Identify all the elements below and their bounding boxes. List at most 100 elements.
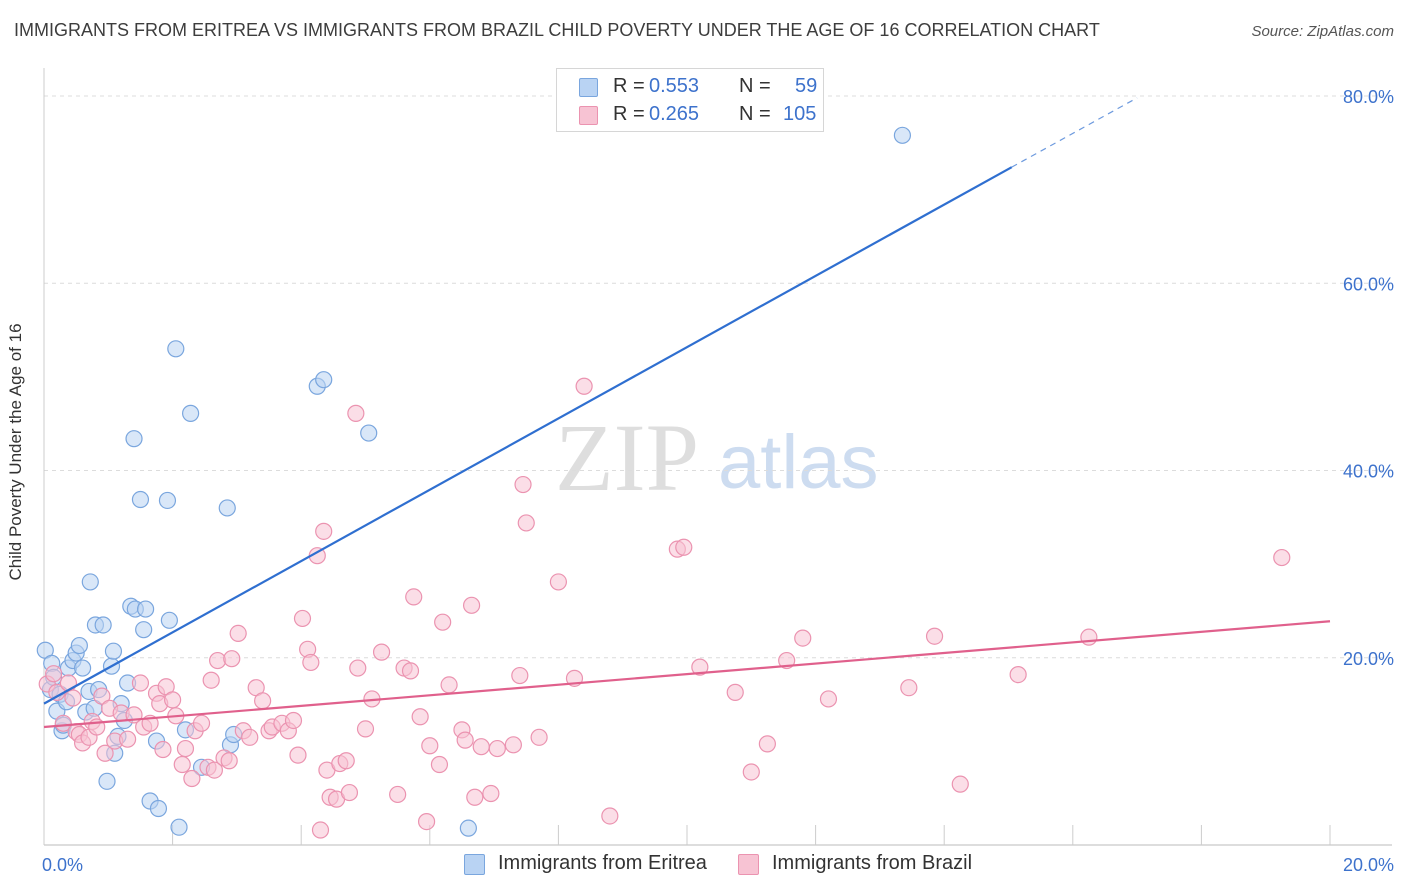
bottom-legend-label-brazil: Immigrants from Brazil: [772, 852, 973, 874]
brazil-point: [192, 714, 211, 732]
brazil-point: [504, 736, 522, 754]
brazil-point: [45, 665, 63, 683]
eritrea-point: [360, 424, 378, 442]
source-credit: Source: ZipAtlas.com: [1251, 23, 1394, 40]
brazil-point: [54, 714, 72, 732]
brazil-point: [202, 671, 220, 689]
brazil-point: [154, 740, 172, 759]
brazil-point: [675, 538, 693, 556]
brazil-point: [482, 784, 500, 803]
brazil-point: [372, 643, 391, 661]
brazil-point: [64, 689, 82, 707]
eritrea-point: [94, 616, 112, 634]
x-tick-label: 0.0%: [42, 855, 83, 875]
brazil-point: [742, 763, 760, 781]
x-tick-label: 20.0%: [1343, 855, 1394, 875]
brazil-point: [1273, 548, 1291, 567]
brazil-point: [289, 746, 307, 764]
legend-r-value: 0.553: [649, 75, 700, 97]
brazil-point: [59, 674, 78, 692]
brazil-point: [421, 737, 439, 755]
brazil-point: [575, 377, 593, 395]
brazil-trend-line: [43, 620, 1331, 729]
y-axis-label: Child Poverty Under the Age of 16: [6, 323, 25, 581]
brazil-point: [462, 596, 481, 614]
brazil-point: [951, 775, 969, 793]
brazil-point: [601, 807, 619, 825]
brazil-point: [93, 687, 111, 705]
brazil-point: [337, 752, 355, 770]
brazil-point: [1009, 666, 1027, 684]
brazil-point: [205, 761, 223, 779]
brazil-point: [488, 739, 506, 758]
trend-lines: [43, 97, 1331, 729]
brazil-point: [220, 752, 238, 770]
brazil-point: [434, 613, 452, 631]
brazil-point: [96, 744, 114, 762]
legend-n-value: 59: [795, 75, 818, 97]
brazil-point: [183, 769, 201, 788]
brazil-point: [691, 658, 709, 676]
brazil-point: [164, 691, 182, 709]
brazil-point: [549, 573, 568, 591]
brazil-point: [356, 720, 375, 738]
data-points: [36, 126, 1291, 839]
y-tick-label: 20.0%: [1343, 649, 1394, 669]
watermark-atlas: atlas: [718, 420, 879, 505]
brazil-point: [176, 739, 195, 758]
brazil-point: [293, 609, 312, 628]
eritrea-point: [158, 491, 177, 510]
eritrea-point: [70, 636, 88, 655]
brazil-point: [311, 821, 330, 839]
legend-n-label: N =: [739, 75, 771, 97]
eritrea-trend-extension: [1011, 97, 1138, 168]
eritrea-point: [218, 499, 236, 517]
eritrea-point: [73, 659, 92, 677]
brazil-point: [284, 711, 303, 730]
legend-r-value: 0.265: [649, 103, 700, 125]
brazil-point: [417, 812, 436, 831]
bottom-legend-swatch-brazil: [738, 854, 759, 875]
eritrea-point: [149, 799, 168, 818]
brazil-point: [440, 676, 458, 694]
brazil-point: [401, 662, 420, 680]
eritrea-point: [81, 573, 99, 591]
brazil-point: [1080, 628, 1098, 646]
brazil-point: [315, 522, 333, 540]
brazil-point: [925, 627, 944, 645]
brazil-point: [209, 651, 227, 670]
eritrea-point: [459, 819, 477, 837]
brazil-point: [223, 650, 241, 668]
eritrea-point: [160, 611, 178, 629]
brazil-point: [302, 653, 320, 672]
brazil-point: [405, 588, 423, 606]
brazil-point: [819, 690, 838, 708]
y-tick-label: 60.0%: [1343, 274, 1394, 294]
legend-r-label: R =: [613, 75, 645, 97]
brazil-point: [472, 738, 490, 756]
watermark: ZIP atlas: [555, 404, 879, 511]
brazil-point: [118, 730, 137, 748]
y-tick-label: 80.0%: [1343, 87, 1394, 107]
eritrea-point: [98, 772, 116, 790]
brazil-point: [794, 629, 812, 647]
brazil-point: [347, 404, 365, 422]
eritrea-point: [182, 404, 200, 422]
brazil-point: [229, 624, 247, 643]
eritrea-point: [167, 340, 185, 358]
bottom-legend-label-eritrea: Immigrants from Eritrea: [498, 852, 707, 874]
eritrea-point: [893, 126, 912, 144]
brazil-point: [131, 674, 150, 692]
brazil-point: [517, 514, 535, 532]
eritrea-point: [131, 490, 150, 509]
correlation-legend: R = 0.553 N = 59 R = 0.265 N = 105: [556, 68, 824, 132]
brazil-point: [340, 783, 359, 802]
brazil-point: [514, 475, 532, 494]
eritrea-point: [136, 600, 155, 618]
brazil-point: [530, 728, 548, 746]
eritrea-point: [170, 818, 188, 836]
brazil-point: [389, 785, 407, 804]
brazil-point: [726, 683, 744, 701]
brazil-point: [466, 788, 484, 806]
